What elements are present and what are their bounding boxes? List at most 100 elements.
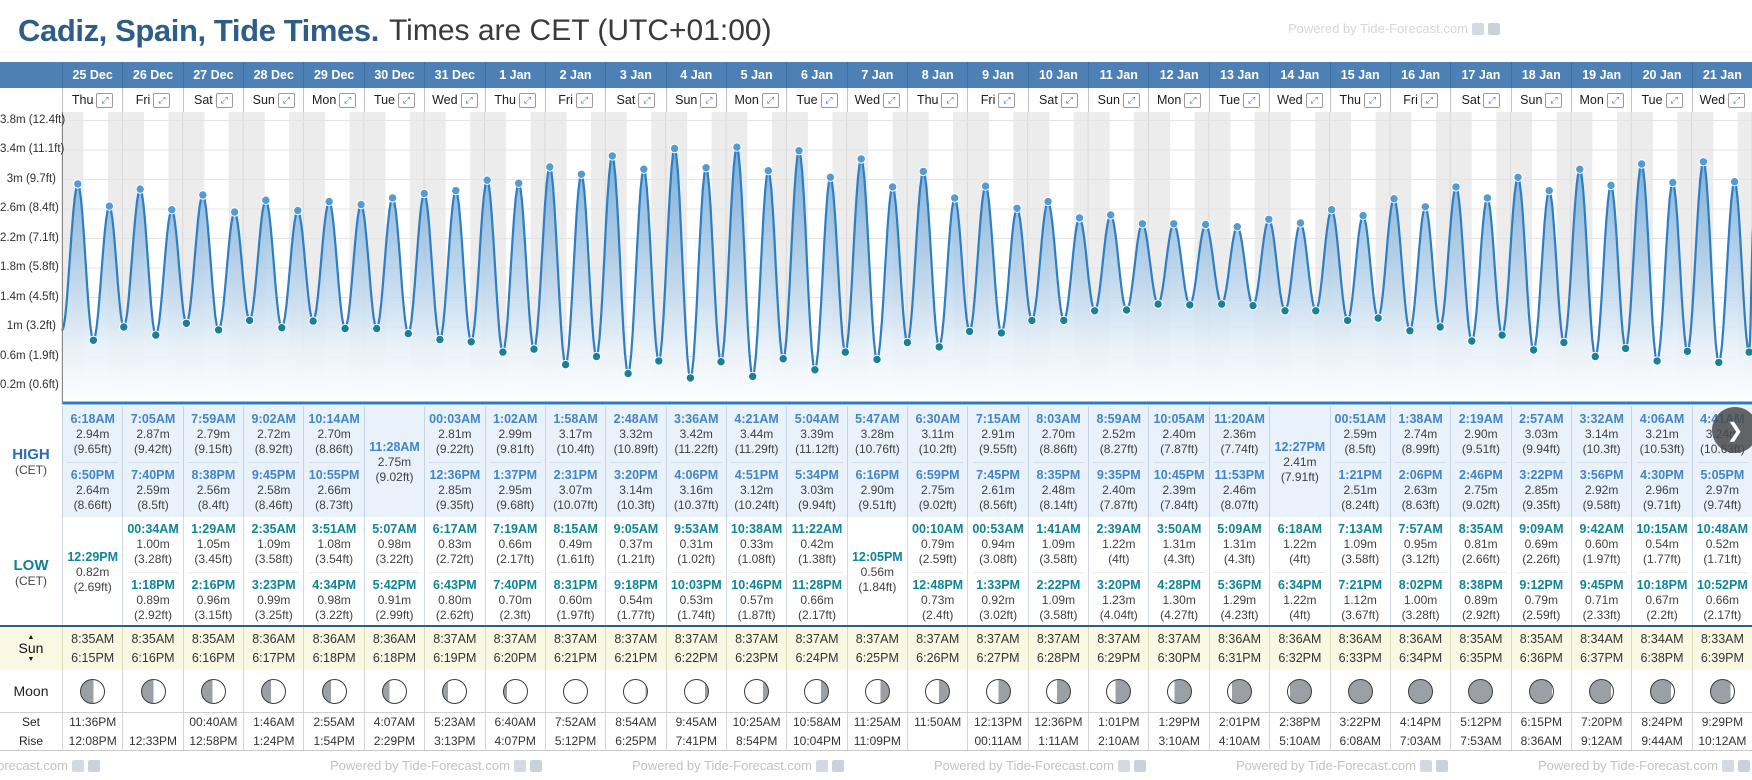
tide-height-m: 2.90m (1464, 426, 1498, 441)
expand-day-icon[interactable]: ⤢ (575, 92, 593, 108)
weekday-header: Tue ⤢ (1631, 88, 1691, 112)
tide-height-m: 0.49m (558, 537, 593, 551)
weekday-label: Sat (194, 93, 213, 107)
watermark-footer: Powered by Tide-Forecast.com (330, 758, 542, 773)
expand-day-icon[interactable]: ⤢ (638, 92, 656, 108)
weekday-label: Tue (1218, 93, 1241, 107)
low-tide-cell: 7:13AM 1.09m (3.58ft) 7:21PM 1.12m (3.67ft) (1329, 517, 1390, 627)
sunrise-arrow-icon: ▲ (27, 634, 35, 641)
expand-day-icon[interactable]: ⤢ (761, 92, 779, 108)
date-header: 8 Jan (907, 62, 967, 88)
expand-day-icon[interactable]: ⤢ (1184, 92, 1202, 108)
expand-day-icon[interactable]: ⤢ (1545, 92, 1563, 108)
low-label: LOW (13, 556, 49, 574)
twitter-icon (1435, 759, 1448, 772)
weekday-label: Thu (1339, 93, 1361, 107)
expand-day-icon[interactable]: ⤢ (998, 92, 1016, 108)
weekday-label: Thu (916, 93, 939, 107)
tide-time: 00:51AM (1334, 411, 1386, 426)
moon-cell (967, 670, 1027, 712)
tide-time: 3:36AM (674, 411, 719, 426)
expand-day-icon[interactable]: ⤢ (96, 92, 114, 108)
tide-entry: 9:42AM 0.60m (1.97ft) (1579, 521, 1623, 567)
sunset-time: 6:21PM (554, 650, 598, 665)
tide-height-m: 0.79m (921, 537, 955, 551)
sunset-time: 6:22PM (674, 650, 718, 665)
tide-entry: 11:28PM 0.66m (2.17ft) (791, 572, 843, 623)
expand-day-icon[interactable]: ⤢ (1728, 92, 1746, 108)
tide-entry: 7:40PM 2.59m (8.5ft) (127, 461, 179, 513)
tide-height-ft: (4ft) (1289, 608, 1311, 622)
sunset-arrow-icon: ▼ (27, 656, 35, 663)
y-axis-tick-label: 0.6m (1.9ft) (0, 349, 59, 362)
expand-day-icon[interactable]: ⤢ (215, 92, 233, 108)
moon-phase-icon (1227, 678, 1252, 704)
tide-entry: 10:15AM 0.54m (1.77ft) (1636, 521, 1687, 567)
moon-phase-icon (442, 678, 468, 704)
expand-day-icon[interactable]: ⤢ (1606, 92, 1624, 108)
tide-height-m: 1.30m (1162, 593, 1196, 607)
weekday-label: Mon (1156, 93, 1182, 107)
watermark-text: Powered by Tide-Forecast.com (934, 758, 1114, 773)
tide-height-m: 1.22m (1283, 593, 1317, 607)
tide-height-ft: (10.53ft) (1639, 441, 1685, 456)
expand-day-icon[interactable]: ⤢ (883, 92, 901, 108)
tide-entry: 00:53AM 0.94m (3.08ft) (972, 521, 1023, 567)
low-tide-cell: 12:29PM 0.82m (2.69ft) (62, 517, 122, 627)
tide-height-m: 2.61m (981, 482, 1015, 497)
moon-cell (182, 670, 243, 712)
expand-day-icon[interactable]: ⤢ (518, 92, 536, 108)
expand-day-icon[interactable]: ⤢ (277, 92, 295, 108)
watermark-footer: Powered by Tide-Forecast.com (0, 758, 100, 773)
tide-time: 2:16PM (191, 578, 236, 592)
tide-time: 10:45PM (1153, 467, 1205, 482)
expand-day-icon[interactable]: ⤢ (700, 92, 718, 108)
expand-day-icon[interactable]: ⤢ (1243, 92, 1261, 108)
tide-entry: 3:51AM 1.08m (3.54ft) (312, 521, 356, 567)
expand-day-icon[interactable]: ⤢ (1364, 92, 1381, 108)
tide-entry: 3:20PM 1.23m (4.04ft) (1093, 572, 1145, 623)
moon-cell (1208, 670, 1269, 712)
expand-day-icon[interactable]: ⤢ (1122, 92, 1140, 108)
tide-time: 6:59PM (915, 467, 960, 482)
sun-times-cell: 8:35AM 6:16PM (182, 627, 243, 670)
tide-height-ft: (9.94ft) (1522, 441, 1561, 456)
sunset-time: 6:35PM (1459, 650, 1503, 665)
low-tide-cell: 9:09AM 0.69m (2.26ft) 9:12PM 0.79m (2.59ft) (1510, 517, 1571, 627)
tide-height-ft: (1.38ft) (797, 552, 836, 566)
sun-times-cell: 8:37AM 6:29PM (1088, 627, 1148, 670)
tide-time: 8:15AM (553, 522, 598, 536)
expand-day-icon[interactable]: ⤢ (1420, 92, 1438, 108)
moon-phase-icon (1589, 678, 1615, 704)
watermark-text: Powered by Tide-Forecast.com (1538, 758, 1718, 773)
weekday-label: Mon (311, 93, 337, 107)
expand-day-icon[interactable]: ⤢ (1060, 92, 1078, 108)
tide-height-ft: (3.58ft) (1039, 608, 1078, 622)
expand-day-icon[interactable]: ⤢ (1665, 92, 1683, 108)
sun-times-cell: 8:37AM 6:21PM (605, 627, 665, 670)
sunrise-time: 8:33AM (1700, 631, 1744, 646)
expand-day-icon[interactable]: ⤢ (820, 92, 838, 108)
tide-entry: 10:48AM 0.52m (1.71ft) (1697, 521, 1748, 567)
moonset-time: 4:14PM (1389, 713, 1450, 731)
next-week-button[interactable]: ❯ (1712, 407, 1752, 453)
expand-day-icon[interactable]: ⤢ (398, 92, 416, 108)
tide-height-m: 1.08m (317, 537, 351, 551)
expand-day-icon[interactable]: ⤢ (941, 92, 959, 108)
expand-day-icon[interactable]: ⤢ (153, 92, 171, 108)
sunset-time: 6:31PM (1217, 650, 1262, 665)
expand-day-icon[interactable]: ⤢ (460, 92, 478, 108)
date-header: 29 Dec (303, 62, 363, 88)
sun-label: Sun (18, 640, 44, 656)
date-header: 3 Jan (605, 62, 665, 88)
sunrise-time: 8:35AM (71, 631, 115, 646)
moon-phase-icon (683, 678, 709, 704)
expand-day-icon[interactable]: ⤢ (1305, 92, 1323, 108)
expand-day-icon[interactable]: ⤢ (1483, 92, 1501, 108)
tide-height-ft: (9.94ft) (797, 497, 836, 512)
tide-time: 2:48AM (613, 411, 659, 426)
moonset-row-label: Set (0, 713, 62, 731)
tide-time: 4:28PM (1157, 578, 1202, 592)
tide-time: 6:18AM (1277, 522, 1323, 536)
expand-day-icon[interactable]: ⤢ (339, 92, 357, 108)
